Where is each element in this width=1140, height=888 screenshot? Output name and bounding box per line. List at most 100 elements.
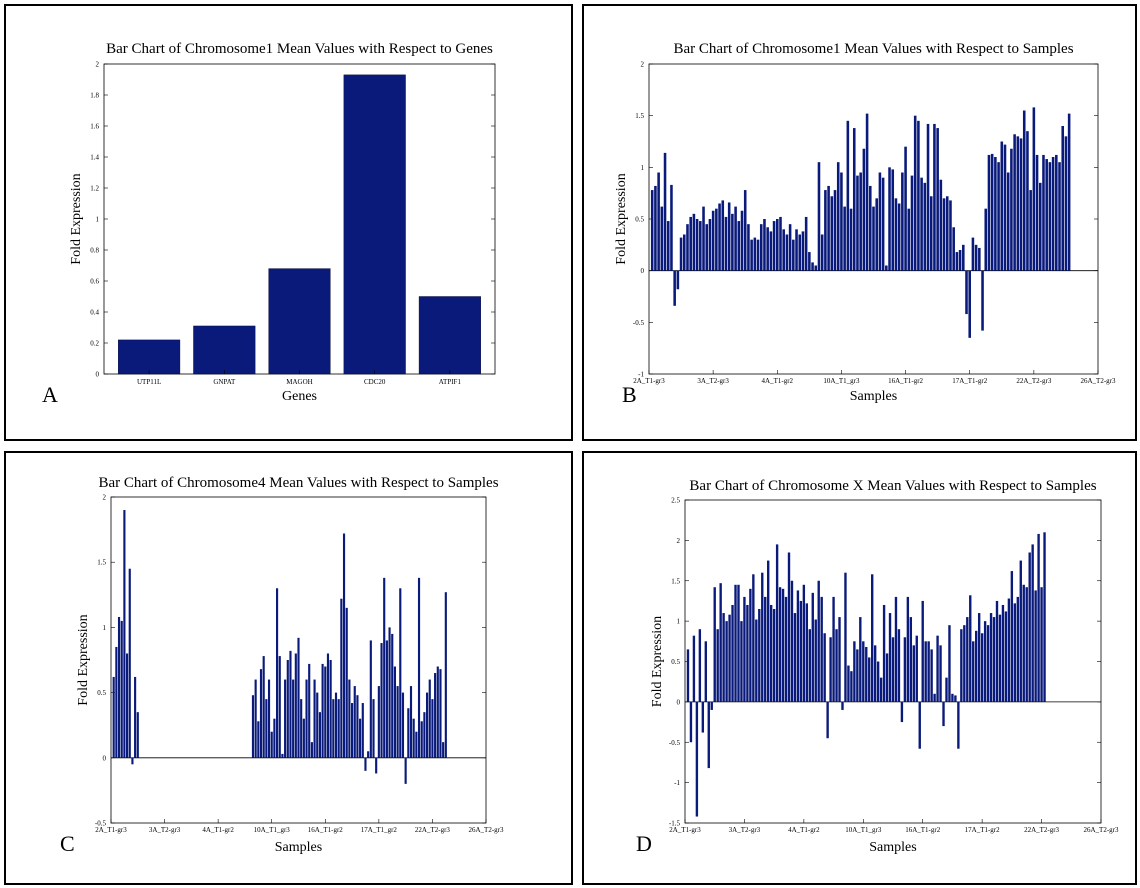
bar [740, 621, 743, 702]
bar [835, 629, 838, 702]
bar [980, 633, 984, 702]
bar [337, 699, 340, 758]
bar [724, 216, 728, 271]
y-axis-label: Fold Expression [650, 616, 665, 707]
bar [136, 712, 139, 758]
bar [852, 128, 856, 271]
bar [1003, 144, 1007, 271]
bar [359, 718, 362, 758]
bar [1038, 182, 1042, 271]
bar [412, 718, 415, 758]
chart-title: Bar Chart of Chromosome4 Mean Values wit… [98, 475, 498, 491]
bar [329, 660, 332, 758]
bar [802, 584, 806, 702]
bar [259, 669, 263, 758]
bar [417, 577, 421, 758]
bar [1043, 532, 1046, 702]
bar [986, 625, 990, 702]
bar [115, 646, 118, 758]
y-tick-label: 1.5 [97, 559, 106, 567]
bar [698, 629, 702, 702]
y-tick-label: 0.6 [90, 278, 99, 286]
x-tick-label: 26A_T2-gr3 [469, 826, 504, 834]
bar [987, 154, 991, 271]
bar [929, 196, 933, 271]
bar [862, 641, 865, 702]
bar [869, 185, 872, 271]
bar [318, 712, 321, 758]
bar [785, 234, 789, 271]
bar [876, 661, 880, 702]
bar [769, 604, 773, 702]
bar [811, 262, 814, 271]
bar [888, 613, 892, 702]
bar [881, 177, 885, 271]
bar [805, 603, 809, 702]
bar [326, 653, 330, 758]
bar [391, 633, 394, 758]
bar [420, 721, 423, 758]
bar [673, 270, 676, 306]
bar [942, 701, 945, 727]
bar [894, 596, 898, 702]
bar [716, 629, 719, 702]
bar [823, 633, 826, 702]
y-tick-label: 0.8 [90, 247, 99, 255]
bar [1013, 134, 1016, 271]
bar [1000, 141, 1004, 271]
bar [740, 210, 744, 271]
bar [727, 202, 731, 271]
bar [118, 339, 181, 375]
bar [1035, 154, 1039, 271]
x-tick-label: MAGOH [286, 378, 312, 386]
bar [1061, 126, 1065, 271]
x-tick-label: 4A_T1-gr2 [202, 826, 234, 834]
bar [1004, 611, 1008, 702]
bar [686, 649, 690, 702]
bar [779, 216, 782, 271]
y-tick-label: 1 [96, 216, 100, 224]
bar [910, 175, 914, 271]
x-tick-label: 3A_T2-gr3 [729, 826, 761, 834]
bar [728, 614, 731, 702]
bar [343, 74, 406, 375]
bar [300, 699, 303, 758]
bar [747, 224, 750, 271]
bar [1064, 136, 1068, 271]
bar [265, 699, 268, 758]
bar [377, 686, 380, 758]
y-tick-label: 0.5 [635, 216, 644, 224]
bar [865, 113, 869, 271]
bar [769, 231, 773, 271]
y-tick-label: -0.5 [669, 739, 681, 747]
x-tick-label: 22A_T2-gr3 [1016, 377, 1051, 385]
bar [975, 630, 978, 702]
bar [767, 560, 770, 702]
bar [372, 699, 375, 758]
bar [423, 712, 426, 758]
bar [977, 613, 981, 702]
bar [921, 600, 924, 702]
x-tick-label: 17A_T1-gr2 [965, 826, 1000, 834]
bar [297, 637, 300, 758]
bar [990, 153, 994, 271]
bar [112, 676, 115, 758]
bar [407, 708, 410, 758]
bar [968, 270, 971, 338]
bar [708, 219, 712, 271]
x-tick-label: 2A_T1-gr3 [633, 377, 665, 385]
bar [913, 115, 917, 271]
bar [731, 213, 734, 271]
bar [375, 757, 378, 774]
bar [369, 640, 372, 758]
bar [997, 162, 1000, 271]
bar [289, 650, 292, 758]
bar [426, 692, 429, 758]
bar [764, 596, 767, 702]
bar [972, 641, 975, 702]
bar [796, 590, 800, 702]
x-tick-label: 22A_T2-gr3 [1024, 826, 1059, 834]
bar [711, 210, 715, 271]
bar [1031, 544, 1034, 702]
bar [396, 686, 399, 758]
